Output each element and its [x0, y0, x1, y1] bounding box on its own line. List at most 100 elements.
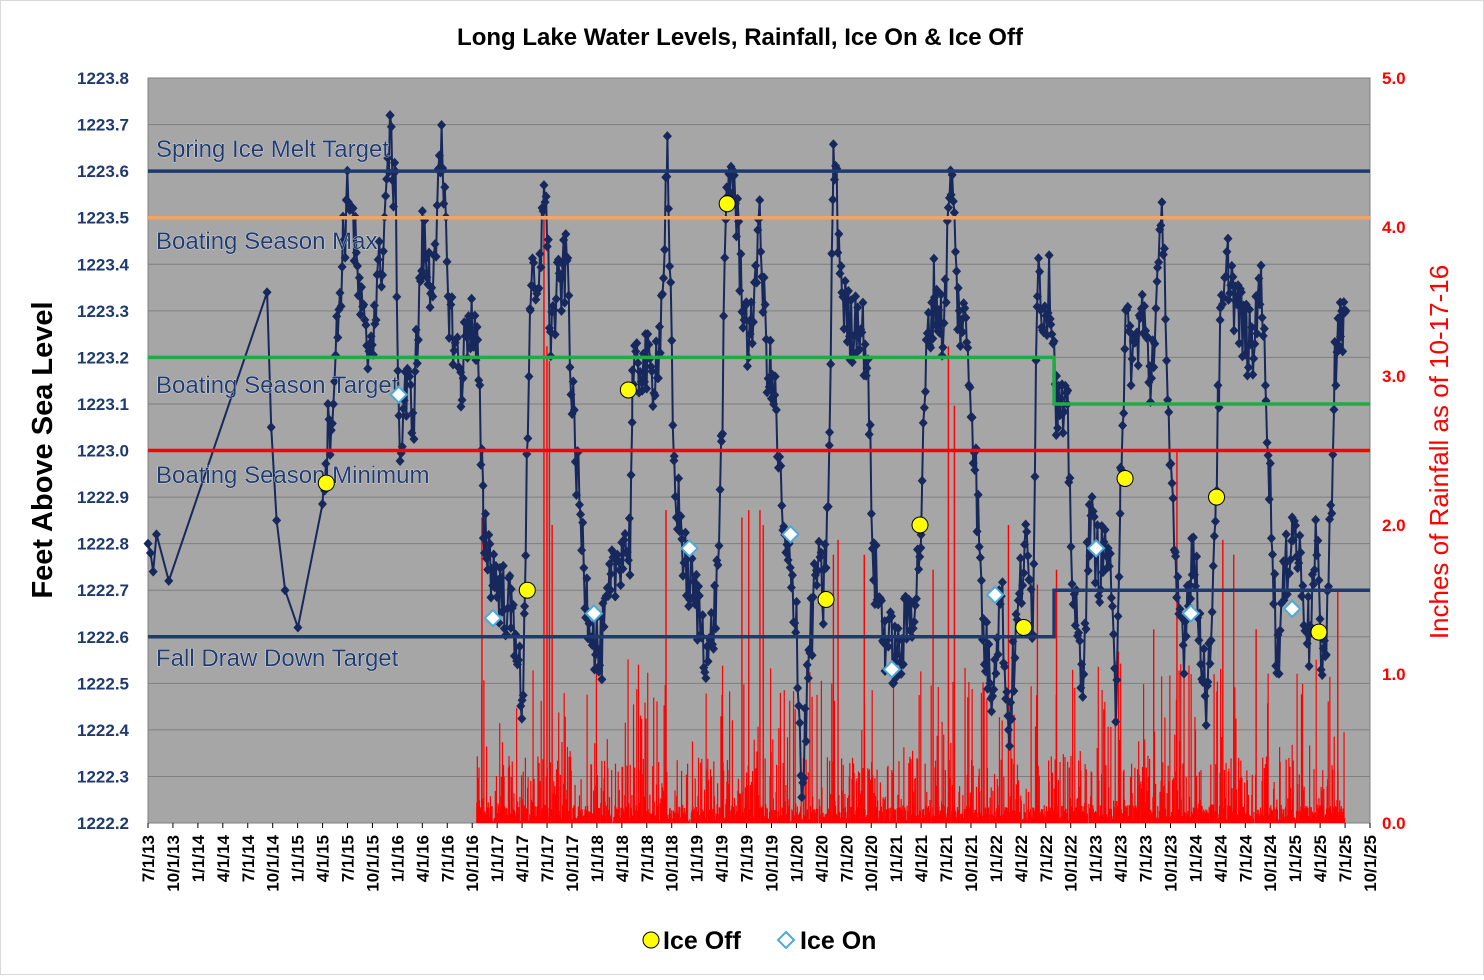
water-level-point — [390, 157, 400, 168]
x-tick-label: 10/1/15 — [363, 835, 382, 892]
water-level-point — [775, 451, 785, 462]
water-level-point — [1201, 720, 1211, 731]
water-level-point — [714, 540, 724, 551]
water-level-point — [670, 491, 680, 502]
water-level-point — [373, 254, 383, 265]
water-level-point — [529, 257, 539, 268]
water-level-point — [929, 292, 939, 303]
water-level-point — [981, 666, 991, 677]
water-level-point — [1126, 380, 1136, 391]
water-level-point — [470, 310, 480, 321]
water-level-point — [482, 553, 492, 564]
water-level-point — [515, 641, 525, 652]
water-level-point — [1225, 288, 1235, 299]
water-level-point — [1206, 635, 1216, 646]
water-level-point — [164, 575, 174, 586]
water-level-point — [355, 309, 365, 320]
water-level-point — [430, 239, 440, 250]
water-level-point — [1298, 580, 1308, 591]
water-level-point — [626, 470, 636, 481]
ice-on-marker — [483, 608, 503, 628]
water-level-point — [551, 294, 561, 305]
water-level-point — [1111, 716, 1121, 727]
water-level-point — [266, 422, 276, 433]
water-level-point — [549, 305, 559, 316]
water-level-point — [1250, 338, 1260, 349]
water-level-point — [496, 572, 506, 583]
water-level-point — [361, 320, 371, 331]
water-level-point — [710, 580, 720, 591]
water-level-point — [412, 358, 422, 369]
water-level-point — [745, 328, 755, 339]
water-level-point — [1167, 478, 1177, 489]
water-level-point — [543, 234, 553, 245]
water-level-point — [948, 196, 958, 207]
water-level-point — [935, 328, 945, 339]
y2-tick-label: 0.0 — [1382, 814, 1406, 833]
water-level-point — [1029, 558, 1039, 569]
water-level-point — [795, 717, 805, 728]
water-level-point — [447, 292, 457, 303]
water-level-point — [648, 401, 658, 412]
water-level-point — [1317, 669, 1327, 680]
water-level-point — [643, 329, 653, 340]
water-level-point — [467, 293, 477, 304]
water-level-point — [336, 301, 346, 312]
water-level-point — [1090, 577, 1100, 588]
water-level-point — [756, 246, 766, 257]
water-level-point — [869, 574, 879, 585]
water-level-point — [1150, 338, 1160, 349]
water-level-point — [1290, 520, 1300, 531]
water-level-point — [1172, 592, 1182, 603]
water-level-point — [677, 534, 687, 545]
x-tick-label: 4/1/19 — [713, 835, 732, 882]
water-level-point — [709, 643, 719, 654]
water-level-point — [388, 201, 398, 212]
water-level-point — [393, 365, 403, 376]
water-level-point — [354, 272, 364, 283]
water-level-point — [556, 305, 566, 316]
water-level-point — [883, 641, 893, 652]
water-level-point — [1118, 420, 1128, 431]
water-level-point — [1254, 273, 1264, 284]
water-level-point — [987, 706, 997, 717]
water-level-point — [442, 256, 452, 267]
water-level-point — [1339, 297, 1349, 308]
water-level-point — [1046, 319, 1056, 330]
x-tick-label: 4/1/15 — [314, 835, 333, 882]
water-level-point — [711, 623, 721, 634]
water-level-point — [823, 501, 833, 512]
water-level-point — [452, 332, 462, 343]
water-level-point — [280, 585, 290, 596]
water-level-point — [758, 307, 768, 318]
water-level-point — [650, 390, 660, 401]
water-level-point — [625, 569, 635, 580]
water-level-point — [760, 299, 770, 310]
water-level-point — [1189, 569, 1199, 580]
water-level-point — [440, 182, 450, 193]
water-level-point — [1284, 568, 1294, 579]
water-level-point — [803, 673, 813, 684]
water-level-point — [417, 206, 427, 217]
water-level-point — [976, 575, 986, 586]
water-level-point — [858, 297, 868, 308]
water-level-point — [1049, 336, 1059, 347]
water-level-point — [437, 120, 447, 131]
water-level-point — [457, 394, 467, 405]
water-level-point — [413, 334, 423, 345]
water-level-point — [821, 562, 831, 573]
water-level-point — [676, 511, 686, 522]
water-level-point — [411, 324, 421, 335]
water-level-point — [1228, 271, 1238, 282]
water-level-point — [1210, 516, 1220, 527]
water-level-point — [357, 282, 367, 293]
water-level-point — [593, 643, 603, 654]
legend-ice-off-marker — [642, 931, 660, 949]
water-level-point — [519, 608, 529, 619]
water-level-point — [659, 273, 669, 284]
water-level-point — [464, 319, 474, 330]
x-tick-label: 7/1/23 — [1137, 835, 1156, 882]
water-level-point — [1265, 458, 1275, 469]
water-level-point — [923, 307, 933, 318]
water-level-point — [1084, 499, 1094, 510]
